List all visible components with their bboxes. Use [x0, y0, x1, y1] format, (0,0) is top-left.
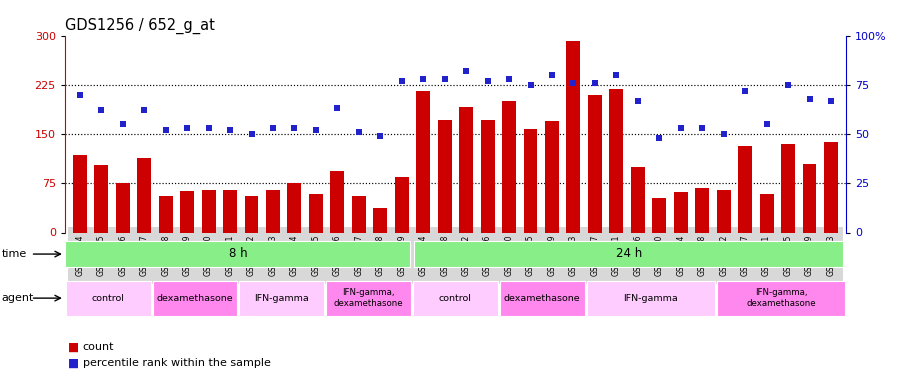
Bar	[416, 92, 430, 232]
Text: IFN-gamma,
dexamethasone: IFN-gamma, dexamethasone	[334, 288, 403, 308]
Bar	[760, 194, 774, 232]
Bar	[459, 106, 473, 232]
Bar	[738, 146, 752, 232]
Point	[73, 92, 87, 98]
Bar	[695, 188, 709, 232]
Point	[437, 76, 452, 82]
Bar	[116, 183, 130, 232]
Text: dexamethasone: dexamethasone	[157, 294, 233, 303]
Text: 24 h: 24 h	[616, 247, 642, 260]
Point	[716, 131, 731, 137]
Bar	[330, 171, 345, 232]
Text: percentile rank within the sample: percentile rank within the sample	[83, 358, 271, 368]
Point	[287, 125, 302, 131]
Text: ■: ■	[68, 340, 78, 353]
FancyBboxPatch shape	[153, 280, 238, 316]
Text: 8 h: 8 h	[230, 247, 248, 260]
Bar	[781, 144, 795, 232]
Bar	[566, 41, 580, 232]
Text: agent: agent	[2, 293, 34, 303]
FancyBboxPatch shape	[414, 241, 843, 267]
Bar	[352, 196, 365, 232]
Bar	[73, 155, 86, 232]
Point	[416, 76, 430, 82]
Bar	[716, 190, 731, 232]
Bar	[287, 183, 302, 232]
Bar	[545, 121, 559, 232]
FancyBboxPatch shape	[587, 280, 715, 316]
Bar	[803, 164, 816, 232]
Text: control: control	[92, 294, 124, 303]
Bar	[824, 142, 838, 232]
Text: count: count	[83, 342, 114, 352]
Point	[158, 127, 173, 133]
FancyBboxPatch shape	[65, 241, 410, 267]
Text: IFN-gamma,
dexamethasone: IFN-gamma, dexamethasone	[746, 288, 815, 308]
Point	[374, 133, 388, 139]
Bar	[202, 190, 216, 232]
Point	[824, 98, 838, 104]
Point	[223, 127, 238, 133]
Point	[738, 88, 752, 94]
Bar	[437, 120, 452, 232]
Text: GDS1256 / 652_g_at: GDS1256 / 652_g_at	[65, 18, 215, 34]
Point	[459, 68, 473, 74]
FancyBboxPatch shape	[717, 280, 845, 316]
Point	[330, 105, 345, 111]
Bar	[395, 177, 409, 232]
Point	[266, 125, 280, 131]
Point	[588, 80, 602, 86]
Bar	[609, 90, 624, 232]
FancyBboxPatch shape	[66, 280, 150, 316]
Point	[695, 125, 709, 131]
Bar	[223, 190, 237, 232]
Text: IFN-gamma: IFN-gamma	[624, 294, 678, 303]
Point	[94, 107, 109, 113]
Text: time: time	[2, 249, 27, 259]
Point	[760, 121, 774, 127]
Text: IFN-gamma: IFN-gamma	[255, 294, 310, 303]
Bar	[137, 158, 151, 232]
Point	[115, 121, 130, 127]
Point	[481, 78, 495, 84]
Point	[502, 76, 517, 82]
Point	[309, 127, 323, 133]
Bar	[180, 191, 194, 232]
Bar	[481, 120, 495, 232]
Point	[244, 131, 258, 137]
Bar	[588, 95, 602, 232]
Point	[802, 96, 816, 102]
Text: control: control	[439, 294, 472, 303]
Bar	[674, 192, 688, 232]
Point	[566, 80, 580, 86]
Text: dexamethasone: dexamethasone	[504, 294, 580, 303]
FancyBboxPatch shape	[239, 280, 324, 316]
Bar	[309, 194, 323, 232]
FancyBboxPatch shape	[327, 280, 411, 316]
Bar	[266, 190, 280, 232]
Point	[652, 135, 667, 141]
Point	[781, 82, 796, 88]
Bar	[374, 208, 387, 232]
Text: ■: ■	[68, 357, 78, 369]
Point	[394, 78, 409, 84]
Bar	[158, 196, 173, 232]
Point	[202, 125, 216, 131]
Point	[352, 129, 366, 135]
Point	[137, 107, 151, 113]
Point	[631, 98, 645, 104]
Point	[523, 82, 537, 88]
Bar	[524, 129, 537, 232]
Point	[609, 72, 624, 78]
Bar	[245, 196, 258, 232]
Point	[180, 125, 194, 131]
Bar	[631, 167, 644, 232]
FancyBboxPatch shape	[413, 280, 498, 316]
Bar	[94, 165, 108, 232]
FancyBboxPatch shape	[500, 280, 584, 316]
Bar	[652, 198, 666, 232]
Bar	[502, 101, 516, 232]
Point	[673, 125, 688, 131]
Point	[544, 72, 559, 78]
